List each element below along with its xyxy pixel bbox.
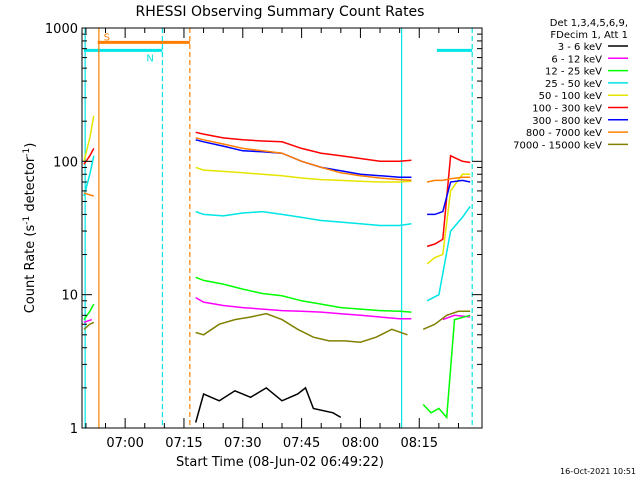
series-line [83,192,94,197]
legend-label: 300 - 800 keV [532,116,602,127]
series-line [83,303,95,321]
series-line [195,296,412,320]
x-tick-label: 07:15 [165,436,202,451]
legend-label: 12 - 25 keV [545,67,602,78]
x-tick-label: 08:15 [401,436,438,451]
y-label-sup2: -1 [22,148,32,157]
legend-label: 100 - 300 keV [532,104,602,115]
y-label-main: Count Rate (s [23,225,38,314]
y-tick-label: 1000 [45,22,78,37]
flag-bars: SN [83,32,473,64]
legend: Det 1,3,4,5,6,9,FDecim 1, Att 13 - 6 keV… [513,18,628,151]
series-group [83,115,471,423]
y-label-end: ) [23,143,38,148]
y-axis-label: Count Rate (s-1 detector-1) [22,143,38,314]
series-line [426,176,471,183]
legend-header: Det 1,3,4,5,6,9, [550,18,628,29]
y-label-sup1: -1 [22,216,32,225]
timestamp-label: 16-Oct-2021 10:51 [560,467,636,476]
x-tick-label: 07:30 [224,436,261,451]
series-line [83,321,95,330]
legend-label: 50 - 100 keV [539,91,603,102]
legend-label: 3 - 6 keV [558,42,602,53]
y-tick-label: 1 [70,422,78,437]
x-tick-label: 07:00 [106,436,143,451]
attenuator-lines [84,28,473,428]
x-tick-label: 07:45 [283,436,320,451]
y-axis: 1 10 100 1000 [45,22,482,437]
legend-header: FDecim 1, Att 1 [550,30,628,41]
x-tick-label: 08:00 [342,436,379,451]
series-line [195,131,412,163]
series-line [422,314,471,420]
series-line [194,386,342,423]
series-line [195,137,412,182]
series-line [195,166,412,183]
series-line [195,312,408,343]
flag-label: N [146,53,153,64]
series-line [427,179,471,216]
series-line [83,115,95,162]
series-line [422,310,471,330]
legend-label: 25 - 50 keV [545,79,602,90]
y-label-mid: detector [23,156,38,216]
x-axis: 07:00 07:15 07:30 07:45 08:00 08:15 [85,28,459,451]
series-line [195,210,412,227]
legend-label: 800 - 7000 keV [526,128,602,139]
y-tick-label: 10 [61,289,78,304]
series-line [83,318,93,324]
series-line [83,155,95,197]
x-axis-label: Start Time (08-Jun-02 06:49:22) [176,455,384,470]
chart-title: RHESSI Observing Summary Count Rates [136,4,425,20]
series-line [426,205,471,302]
legend-label: 7000 - 15000 keV [513,140,602,151]
y-tick-label: 100 [53,155,78,170]
flag-label: S [104,32,110,43]
series-line [426,173,471,265]
series-line [195,276,412,313]
legend-label: 6 - 12 keV [551,54,602,65]
